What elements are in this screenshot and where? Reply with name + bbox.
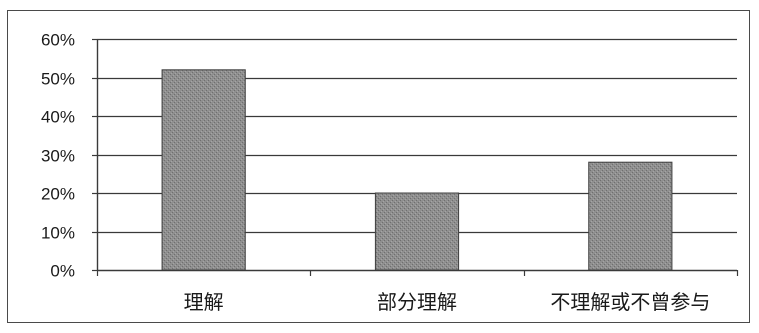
y-tick-label: 30%	[41, 147, 75, 166]
y-tick-label: 20%	[41, 185, 75, 204]
x-category-label: 部分理解	[377, 290, 457, 314]
y-tick-label: 0%	[50, 262, 75, 281]
bar	[588, 161, 673, 271]
bars	[161, 69, 673, 271]
y-tick-label: 10%	[41, 224, 75, 243]
x-category-label: 不理解或不曾参与	[550, 290, 710, 314]
y-tick-label: 60%	[41, 31, 75, 50]
y-tick-label: 50%	[41, 70, 75, 89]
x-category-label: 理解	[184, 290, 224, 314]
labels: 0% 10% 20% 30% 40% 50% 60% 理解 部分理解 不理解或不曾参与	[41, 31, 710, 315]
bar	[161, 69, 246, 271]
y-tick-label: 40%	[41, 108, 75, 127]
axes	[92, 38, 739, 276]
bar	[374, 192, 460, 271]
